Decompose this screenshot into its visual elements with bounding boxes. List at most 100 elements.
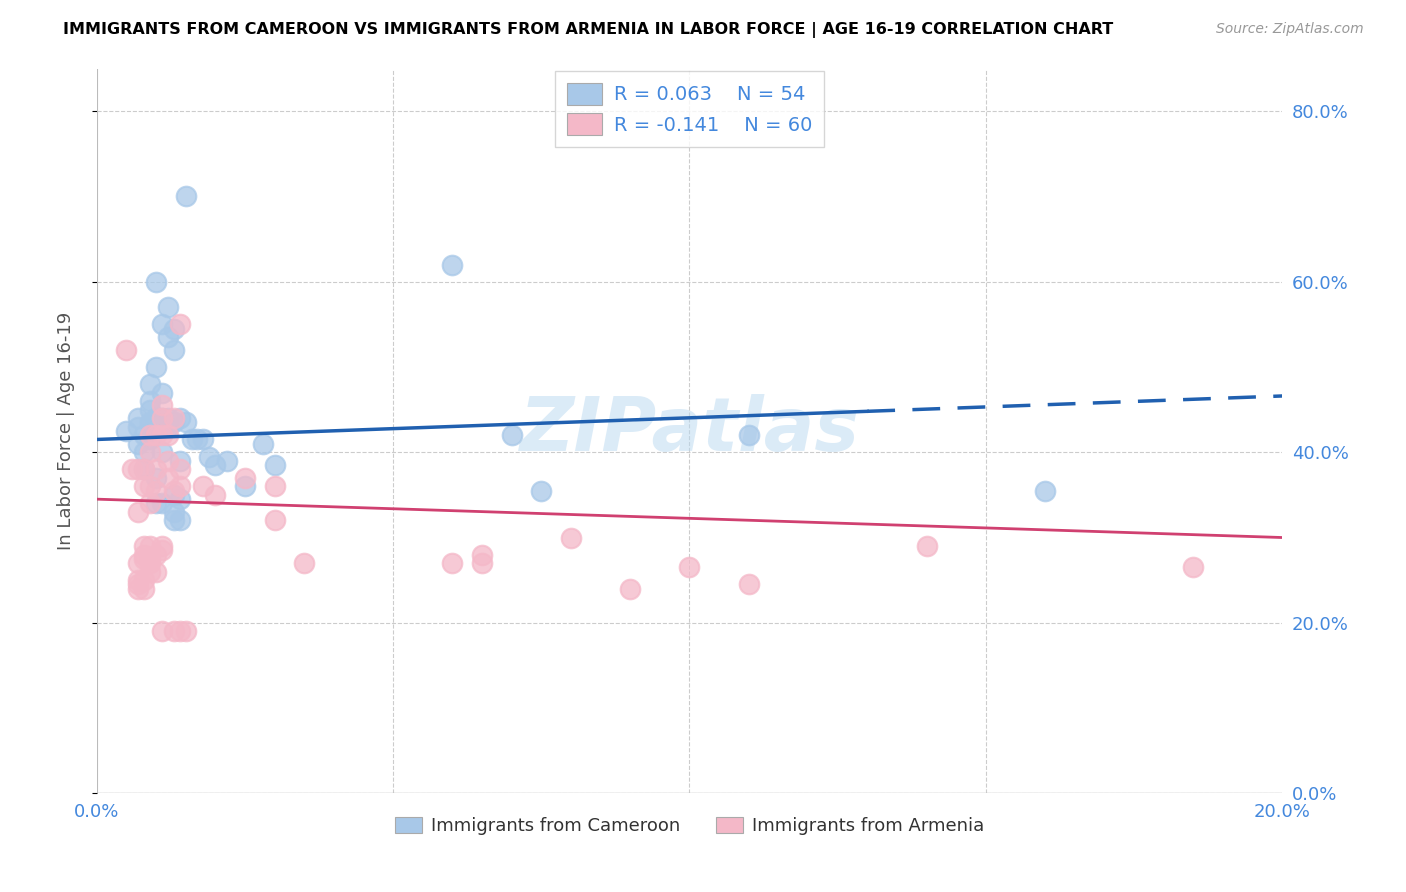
Point: [139, 428, 162, 442]
Point: [139, 539, 162, 553]
Point: [156, 300, 179, 314]
Point: [163, 483, 186, 498]
Point: [163, 416, 186, 430]
Point: [186, 433, 208, 447]
Point: [156, 411, 179, 425]
Point: [204, 458, 226, 472]
Point: [174, 416, 197, 430]
Point: [163, 488, 186, 502]
Point: [115, 424, 138, 438]
Point: [156, 471, 179, 485]
Point: [263, 458, 285, 472]
Point: [501, 428, 523, 442]
Point: [150, 445, 173, 459]
Point: [1033, 483, 1056, 498]
Point: [738, 428, 761, 442]
Point: [150, 398, 173, 412]
Legend: Immigrants from Cameroon, Immigrants from Armenia: Immigrants from Cameroon, Immigrants fro…: [395, 817, 984, 835]
Point: [139, 496, 162, 510]
Point: [145, 496, 167, 510]
Point: [121, 462, 143, 476]
Point: [127, 411, 149, 425]
Point: [180, 433, 202, 447]
Point: [145, 483, 167, 498]
Point: [169, 624, 191, 639]
Point: [134, 428, 156, 442]
Point: [127, 419, 149, 434]
Point: [134, 539, 156, 553]
Point: [169, 411, 191, 425]
Point: [193, 433, 215, 447]
Point: [139, 377, 162, 392]
Point: [156, 428, 179, 442]
Point: [169, 479, 191, 493]
Point: [263, 479, 285, 493]
Point: [163, 343, 186, 357]
Point: [174, 624, 197, 639]
Point: [134, 462, 156, 476]
Point: [163, 513, 186, 527]
Point: [174, 189, 197, 203]
Y-axis label: In Labor Force | Age 16-19: In Labor Force | Age 16-19: [58, 312, 75, 550]
Point: [915, 539, 938, 553]
Point: [127, 505, 149, 519]
Point: [150, 318, 173, 332]
Text: ZIPatlas: ZIPatlas: [519, 394, 859, 467]
Point: [127, 436, 149, 450]
Point: [560, 531, 582, 545]
Point: [263, 513, 285, 527]
Point: [134, 445, 156, 459]
Point: [156, 419, 179, 434]
Point: [441, 556, 464, 570]
Point: [150, 539, 173, 553]
Point: [233, 479, 256, 493]
Point: [145, 548, 167, 562]
Point: [139, 402, 162, 417]
Point: [150, 428, 173, 442]
Point: [139, 556, 162, 570]
Point: [145, 428, 167, 442]
Point: [252, 436, 274, 450]
Point: [163, 505, 186, 519]
Point: [150, 624, 173, 639]
Text: IMMIGRANTS FROM CAMEROON VS IMMIGRANTS FROM ARMENIA IN LABOR FORCE | AGE 16-19 C: IMMIGRANTS FROM CAMEROON VS IMMIGRANTS F…: [63, 22, 1114, 38]
Point: [139, 479, 162, 493]
Point: [145, 471, 167, 485]
Point: [134, 462, 156, 476]
Point: [217, 454, 239, 468]
Point: [204, 488, 226, 502]
Point: [127, 573, 149, 587]
Point: [145, 462, 167, 476]
Point: [169, 318, 191, 332]
Point: [145, 359, 167, 374]
Point: [127, 556, 149, 570]
Point: [169, 462, 191, 476]
Point: [150, 411, 173, 425]
Point: [198, 450, 221, 464]
Point: [1182, 560, 1205, 574]
Point: [150, 419, 173, 434]
Point: [139, 565, 162, 579]
Point: [150, 543, 173, 558]
Point: [127, 582, 149, 596]
Point: [115, 343, 138, 357]
Point: [145, 565, 167, 579]
Point: [441, 258, 464, 272]
Point: [150, 411, 173, 425]
Point: [139, 433, 162, 447]
Point: [134, 479, 156, 493]
Point: [619, 582, 641, 596]
Point: [738, 577, 761, 591]
Point: [471, 548, 494, 562]
Point: [134, 552, 156, 566]
Text: Source: ZipAtlas.com: Source: ZipAtlas.com: [1216, 22, 1364, 37]
Point: [156, 454, 179, 468]
Point: [163, 321, 186, 335]
Point: [127, 577, 149, 591]
Point: [169, 513, 191, 527]
Point: [139, 445, 162, 459]
Point: [150, 496, 173, 510]
Point: [139, 416, 162, 430]
Point: [145, 275, 167, 289]
Point: [127, 462, 149, 476]
